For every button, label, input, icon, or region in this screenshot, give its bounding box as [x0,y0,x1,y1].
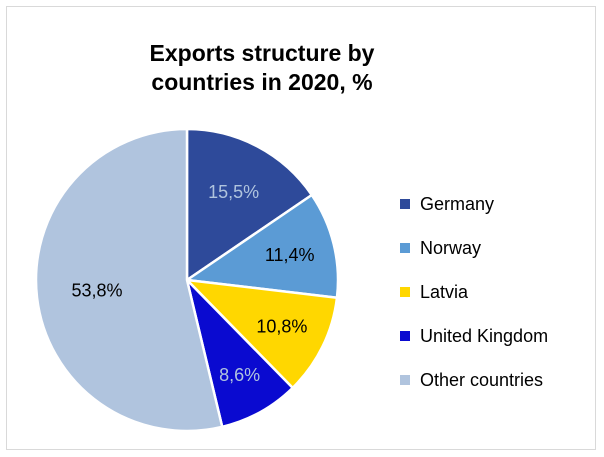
pie-chart: 15,5% 11,4% 10,8% 8,6% 53,8% [34,127,340,433]
pie-slice-germany [185,127,314,283]
legend-item-united-kingdom: United Kingdom [400,325,548,369]
legend-item-other-countries: Other countries [400,369,548,413]
chart-area: Exports structure by countries in 2020, … [6,6,596,450]
legend-swatch [400,287,410,297]
pie-slice-other-countries [34,127,224,433]
pie-slice-latvia [183,278,339,390]
legend-label: Germany [420,194,495,214]
legend-label: Latvia [420,282,469,302]
legend-swatch [400,243,410,253]
legend-label: Norway [420,238,482,258]
legend: Germany Norway Latvia United Kingdom Other c… [400,193,548,413]
chart-title: Exports structure by countries in 2020, … [149,40,375,95]
legend-swatch [400,375,410,385]
legend-label: Other countries [420,370,544,390]
legend-item-germany: Germany [400,193,548,237]
data-label-latvia: 10,8% [256,317,307,337]
legend-item-norway: Norway [400,237,548,281]
data-label-other-countries: 53,8% [72,281,123,301]
legend-label: United Kingdom [420,326,549,346]
data-label-germany: 15,5% [208,182,259,202]
legend-item-latvia: Latvia [400,281,548,325]
data-label-united-kingdom: 8,6% [219,365,260,385]
legend-swatch [400,331,410,341]
pie-slice-norway [183,193,340,300]
data-label-norway: 11,4% [265,245,315,265]
legend-swatch [400,199,410,209]
